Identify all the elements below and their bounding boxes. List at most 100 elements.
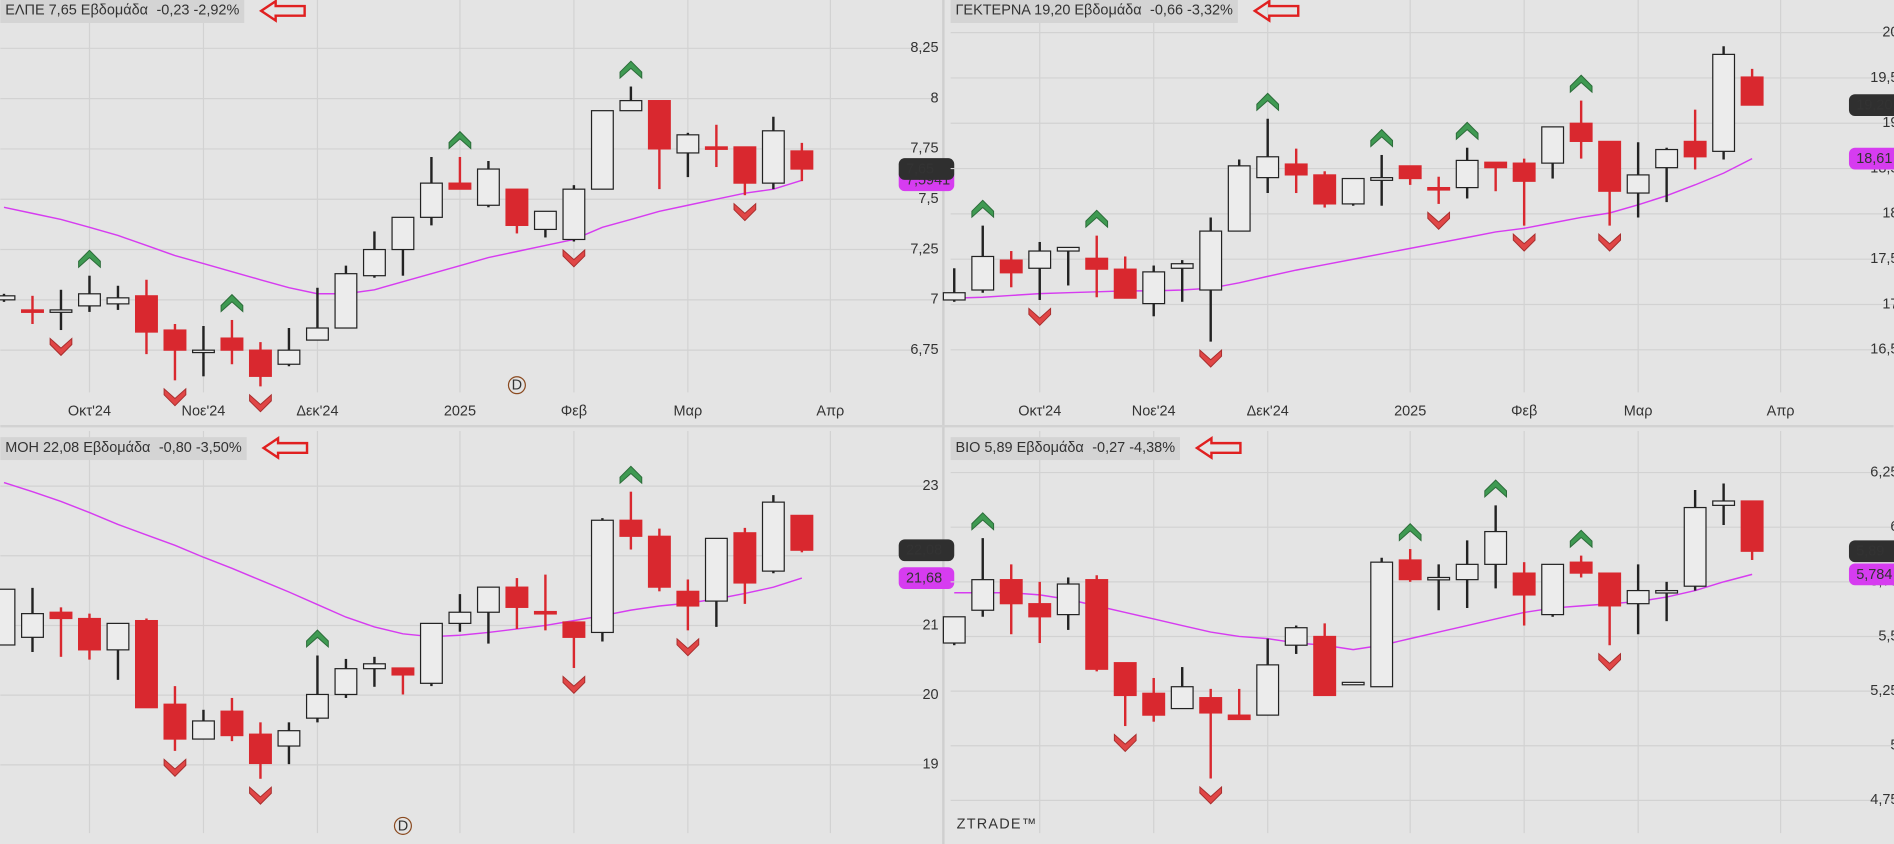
y-tick-label: 23	[922, 478, 938, 494]
sell-signal	[1598, 652, 1621, 672]
sell-signal	[1199, 785, 1223, 805]
buy-signal	[220, 293, 244, 313]
chart-header: ΕΛΠΕ 7,65 Εβδομάδα -0,23 -2,92%	[0, 0, 306, 23]
candle-body	[1569, 561, 1593, 574]
sell-signal	[163, 387, 187, 407]
ma_tag-box	[1848, 563, 1894, 586]
candle-body	[1398, 559, 1422, 581]
buy-signal	[306, 629, 329, 649]
y-tick-label: 6,75	[910, 342, 938, 358]
candle-body	[220, 337, 244, 351]
y-tick-label: 6	[1890, 519, 1894, 535]
candle-body	[562, 188, 586, 241]
candle-body	[0, 588, 16, 646]
sell-signal	[1512, 233, 1536, 252]
candle-body	[971, 255, 995, 291]
sell-signal	[1598, 233, 1621, 252]
candle-body	[1170, 686, 1194, 710]
candle-body	[277, 349, 301, 365]
y-tick-label: 7,5	[918, 191, 938, 207]
sell-signal	[562, 248, 586, 268]
candle-body	[248, 733, 272, 765]
candle-body	[1056, 583, 1080, 616]
chart-panel: Οκτ'24 Νοε'24 Δεκ'24 2025 Φεβ Μαρ Απρ 6,75 7 7,25…	[0, 0, 955, 420]
candle-body	[476, 586, 500, 613]
header-arrow	[1194, 436, 1242, 460]
x-tick-label: Δεκ'24	[296, 404, 338, 420]
candle-body	[1683, 506, 1707, 587]
candle-body	[761, 130, 785, 184]
candle-body	[1370, 177, 1394, 181]
candle-body	[1313, 635, 1337, 697]
candle-body	[220, 710, 244, 737]
candle-body	[448, 182, 472, 190]
candle-body	[362, 663, 386, 670]
candle-body	[1370, 561, 1394, 688]
price_tag: 22,08	[906, 543, 942, 559]
candle-body	[1199, 230, 1223, 291]
y-tick-label: 8,25	[910, 40, 938, 56]
y-tick-label: 7,25	[910, 241, 938, 257]
chart-header: ΓΕΚΤΕΡΝΑ 19,20 Εβδομάδα -0,66 -3,32%	[950, 0, 1300, 23]
candle-body	[1284, 163, 1308, 176]
ma_tag: 5,784	[1856, 567, 1892, 583]
candle-body	[733, 146, 757, 184]
buy-signal	[971, 512, 995, 531]
candle-body	[999, 579, 1023, 605]
candle-body	[1227, 714, 1251, 721]
candle-body	[448, 611, 472, 624]
candle-body	[1142, 692, 1166, 716]
candle-body	[49, 309, 73, 313]
candle-body	[533, 610, 557, 615]
y-tick-label: 16,5	[1870, 342, 1894, 358]
candle-body	[391, 216, 415, 251]
candle-body	[1341, 177, 1365, 205]
x-tick-label: Οκτ'24	[1018, 404, 1061, 420]
y-tick-label: 5,5	[1878, 628, 1894, 644]
candle-body	[1313, 174, 1337, 205]
y-tick-label: 18	[1882, 206, 1894, 222]
candle-body	[49, 611, 73, 620]
candle-body	[78, 617, 101, 651]
candle-body	[1598, 140, 1622, 192]
sell-signal	[163, 758, 187, 777]
candle-body	[277, 730, 301, 747]
candle-body	[1398, 165, 1422, 180]
watermark: ZTRADE™	[957, 817, 1038, 833]
price_tag: 7,65	[906, 161, 934, 177]
candle-body	[1626, 174, 1650, 194]
buy-signal	[1569, 74, 1593, 94]
y-tick-label: 7	[931, 292, 939, 308]
price-change: -0,66 -3,32%	[1150, 3, 1233, 19]
chart-panel: Οκτ'24 Νοε'24 Δεκ'24 2025 Φεβ Μαρ Απρ 16,5 17 17,…	[942, 0, 1894, 420]
price-change: -0,27 -4,38%	[1092, 440, 1175, 456]
buy-signal	[619, 465, 643, 485]
candle-body	[1569, 122, 1593, 142]
x-tick-label: Μαρ	[1624, 404, 1653, 420]
y-tick-label: 19	[922, 757, 938, 773]
sell-signal	[49, 337, 73, 357]
candle-body	[1113, 268, 1137, 299]
chart-title: ΒΙΟ 5,89 Εβδομάδα	[955, 440, 1083, 456]
candle-body	[676, 134, 700, 154]
moving-average	[3, 179, 803, 295]
candle-body	[1484, 161, 1508, 169]
y-tick-label: 6,25	[1870, 464, 1894, 480]
header-box	[950, 0, 1238, 23]
candle-body	[1484, 530, 1508, 565]
candle-body	[590, 519, 614, 634]
candle-body	[790, 514, 814, 551]
header-arrow	[1252, 0, 1300, 23]
sell-signal	[676, 637, 700, 657]
candle-body	[1284, 627, 1308, 646]
y-tick-label: 7,75	[910, 141, 938, 157]
sell-signal	[1113, 733, 1137, 753]
candle-body	[419, 622, 443, 684]
candle-body	[391, 667, 415, 676]
candle-body	[1655, 148, 1679, 169]
candle-body	[1455, 159, 1479, 189]
header-box	[0, 0, 245, 23]
y-tick-label: 17	[1882, 296, 1894, 312]
chart-title: ΜΟΗ 22,08 Εβδομάδα	[5, 440, 150, 456]
